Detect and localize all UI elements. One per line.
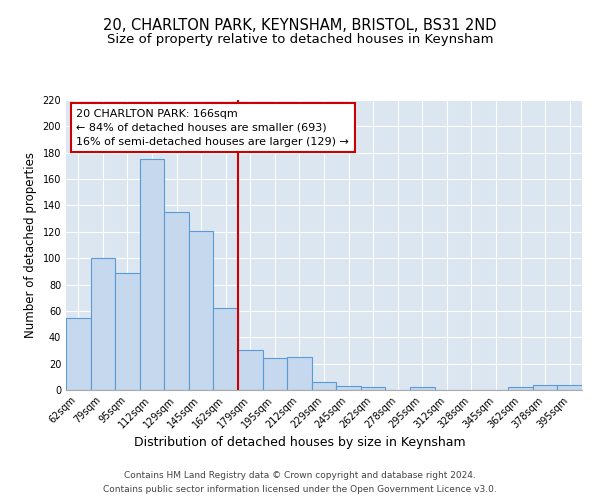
Bar (361, 388, 385, 390)
Bar (66, 318, 91, 390)
Bar (557, 384, 582, 390)
Y-axis label: Number of detached properties: Number of detached properties (24, 152, 37, 338)
Bar (263, 358, 287, 390)
Text: Contains public sector information licensed under the Open Government Licence v3: Contains public sector information licen… (103, 484, 497, 494)
Text: Size of property relative to detached houses in Keynsham: Size of property relative to detached ho… (107, 32, 493, 46)
Bar (91, 258, 115, 390)
Bar (214, 308, 238, 390)
Text: Distribution of detached houses by size in Keynsham: Distribution of detached houses by size … (134, 436, 466, 449)
Bar (410, 388, 434, 390)
Bar (115, 272, 140, 390)
Text: 20 CHARLTON PARK: 166sqm
← 84% of detached houses are smaller (693)
16% of semi-: 20 CHARLTON PARK: 166sqm ← 84% of detach… (76, 108, 349, 146)
Bar (533, 384, 557, 390)
Bar (508, 388, 533, 390)
Bar (238, 350, 263, 390)
Bar (140, 160, 164, 390)
Text: Contains HM Land Registry data © Crown copyright and database right 2024.: Contains HM Land Registry data © Crown c… (124, 472, 476, 480)
Bar (189, 230, 214, 390)
Bar (312, 382, 336, 390)
Bar (336, 386, 361, 390)
Text: 20, CHARLTON PARK, KEYNSHAM, BRISTOL, BS31 2ND: 20, CHARLTON PARK, KEYNSHAM, BRISTOL, BS… (103, 18, 497, 32)
Bar (287, 357, 312, 390)
Bar (164, 212, 189, 390)
